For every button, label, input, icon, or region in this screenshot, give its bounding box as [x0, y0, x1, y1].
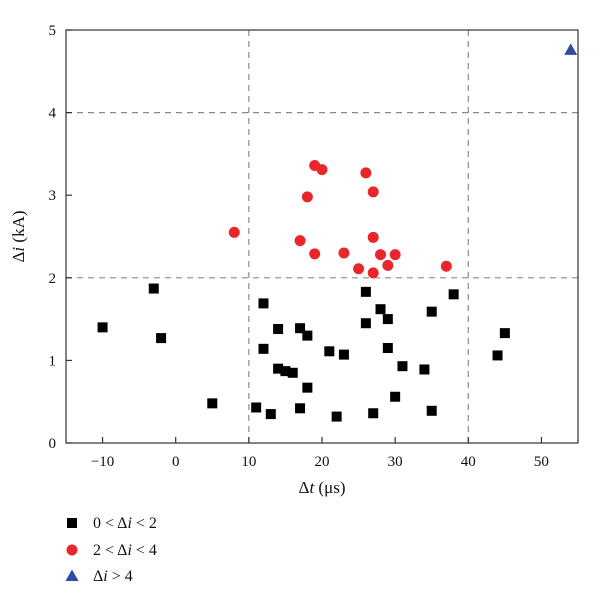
y-tick-label: 0 [49, 436, 57, 452]
legend-label-triangle-hi: > 4 [108, 568, 133, 585]
x-tick-label: 30 [388, 454, 403, 470]
x-tick-label: 0 [172, 454, 180, 470]
data-point-square [331, 411, 342, 422]
x-axis-title-prefix: Δ [299, 478, 310, 497]
legend-label-circle-var: i [127, 542, 131, 559]
data-point-square [499, 328, 510, 339]
data-point-square [295, 403, 306, 414]
legend-marker-square [67, 518, 77, 528]
legend-label-triangle: Δi > 4 [93, 568, 133, 585]
data-point-square [324, 346, 335, 357]
x-axis-title-unit: (μs) [314, 478, 345, 497]
data-point-square [360, 286, 371, 297]
legend-marker-shape [66, 544, 78, 556]
data-point-square [273, 363, 284, 374]
x-tick-label: −10 [91, 454, 114, 470]
data-point-circle [382, 259, 394, 271]
data-point-square [97, 322, 108, 333]
data-point-square [207, 398, 218, 409]
legend-label-square-var: i [127, 515, 131, 532]
legend-label-square: 0 < Δi < 2 [93, 515, 157, 532]
data-point-square [426, 405, 437, 416]
axis-ticks [66, 29, 543, 444]
data-point-triangle [564, 43, 578, 55]
data-point-square [156, 333, 167, 344]
data-point-square [295, 323, 306, 334]
x-tick-label: 20 [315, 454, 330, 470]
data-point-square [426, 306, 437, 317]
data-point-square [390, 391, 401, 402]
data-point-circle [316, 164, 328, 176]
data-point-square [258, 298, 269, 309]
y-tick-label: 3 [49, 188, 57, 204]
data-point-circle [228, 226, 240, 238]
data-point-square [368, 408, 379, 419]
y-axis-title-variable: i [9, 247, 28, 252]
data-point-circle [367, 267, 379, 279]
data-point-circle [367, 186, 379, 198]
legend-item-circle: 2 < Δi < 4 [66, 542, 157, 559]
legend-label-triangle-var: i [103, 568, 107, 585]
data-point-square [360, 318, 371, 329]
legend-marker-shape [65, 569, 79, 581]
data-point-square [382, 314, 393, 325]
data-point-circle [353, 263, 365, 275]
legend-label-triangle-lo: Δ [93, 568, 103, 585]
legend-item-triangle: Δi > 4 [65, 568, 133, 585]
data-point-square [338, 349, 349, 360]
data-point-circle [389, 249, 401, 261]
x-tick-label: 50 [534, 454, 549, 470]
data-point-square [148, 283, 159, 294]
data-point-square [448, 289, 459, 300]
data-point-square [397, 361, 408, 372]
x-tick-label: 40 [461, 454, 476, 470]
data-point-square [375, 304, 386, 315]
legend-marker-triangle [65, 569, 79, 581]
plot-area-frame [65, 29, 579, 444]
data-point-square [492, 350, 503, 361]
data-point-square [419, 364, 430, 375]
data-point-square [302, 382, 313, 393]
data-point-square [382, 343, 393, 354]
data-point-circle [375, 249, 387, 261]
data-point-square [258, 343, 269, 354]
legend-label-circle-lo: 2 < Δ [93, 542, 127, 559]
y-axis-title: Δi (kA) [9, 210, 28, 262]
data-point-square [302, 330, 313, 341]
data-point-circle [309, 248, 321, 260]
data-point-square [251, 402, 262, 413]
legend-marker-circle [66, 544, 78, 556]
data-point-circle [301, 191, 313, 203]
data-point-circle [338, 247, 350, 259]
x-tick-label: 10 [241, 454, 256, 470]
legend-label-circle: 2 < Δi < 4 [93, 542, 157, 559]
y-axis-title-prefix: Δ [9, 252, 28, 263]
legend-item-square: 0 < Δi < 2 [67, 515, 157, 532]
legend-label-square-lo: 0 < Δ [93, 515, 127, 532]
legend: 0 < Δi < 2 2 < Δi < 4 Δi > 4 [65, 515, 157, 585]
axis-tick-labels: −10 0 10 20 30 40 50 0 1 2 3 4 5 [49, 23, 549, 470]
x-axis-title-variable: t [309, 478, 315, 497]
data-point-circle [360, 167, 372, 179]
data-point-square [287, 367, 298, 378]
data-point-square [280, 366, 291, 377]
y-tick-label: 5 [49, 23, 57, 39]
x-axis-title: Δt (μs) [299, 478, 346, 497]
data-point-square [265, 409, 276, 420]
y-axis-title-unit: (kA) [9, 210, 28, 246]
reference-lines [66, 30, 578, 443]
y-tick-label: 2 [49, 271, 57, 287]
data-markers [97, 43, 578, 422]
y-tick-label: 1 [49, 353, 57, 369]
data-point-circle [440, 260, 452, 272]
legend-marker-shape [67, 518, 77, 528]
legend-label-square-hi: < 2 [132, 515, 157, 532]
y-tick-label: 4 [49, 106, 57, 122]
legend-label-circle-hi: < 4 [132, 542, 157, 559]
data-point-circle [367, 231, 379, 243]
data-point-circle [294, 235, 306, 247]
data-point-square [273, 324, 284, 335]
